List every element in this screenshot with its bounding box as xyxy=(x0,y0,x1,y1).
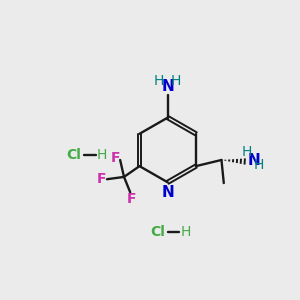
Text: H: H xyxy=(242,145,252,158)
Text: H: H xyxy=(171,74,181,88)
Text: H: H xyxy=(254,158,264,172)
Text: F: F xyxy=(111,152,120,165)
Text: N: N xyxy=(161,79,174,94)
Text: H: H xyxy=(180,225,191,239)
Text: Cl: Cl xyxy=(67,148,81,162)
Text: N: N xyxy=(248,153,261,168)
Text: Cl: Cl xyxy=(150,225,165,239)
Text: F: F xyxy=(97,172,106,186)
Text: F: F xyxy=(127,192,136,206)
Text: N: N xyxy=(161,184,174,200)
Text: H: H xyxy=(97,148,107,162)
Text: H: H xyxy=(154,74,164,88)
